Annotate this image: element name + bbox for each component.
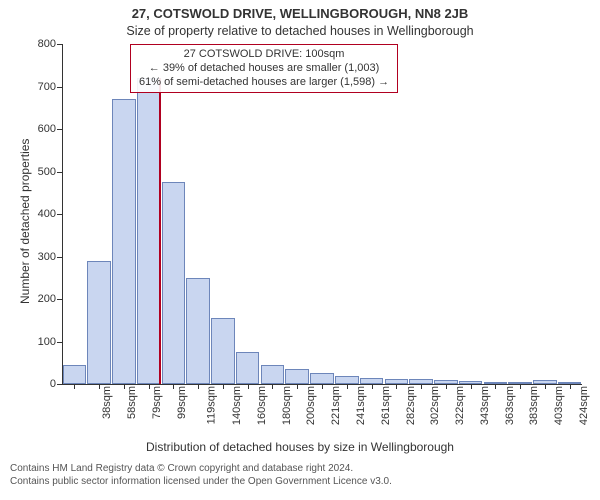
- histogram-plot: 010020030040050060070080038sqm58sqm79sqm…: [62, 44, 582, 384]
- x-tick-mark: [570, 384, 571, 389]
- x-tick-mark: [198, 384, 199, 389]
- y-tick-mark: [57, 257, 62, 258]
- x-tick-label: 343sqm: [479, 386, 491, 425]
- x-tick-label: 221sqm: [330, 386, 342, 425]
- x-tick-label: 403sqm: [553, 386, 565, 425]
- histogram-bar: [261, 365, 285, 384]
- histogram-bar: [186, 278, 210, 384]
- y-tick-mark: [57, 299, 62, 300]
- histogram-bar: [211, 318, 235, 384]
- x-tick-mark: [149, 384, 150, 389]
- x-tick-label: 383sqm: [528, 386, 540, 425]
- y-tick-mark: [57, 384, 62, 385]
- y-tick-mark: [57, 44, 62, 45]
- chart-title-sub: Size of property relative to detached ho…: [0, 24, 600, 38]
- x-tick-label: 140sqm: [231, 386, 243, 425]
- x-tick-mark: [396, 384, 397, 389]
- x-tick-label: 38sqm: [101, 386, 113, 419]
- x-tick-mark: [124, 384, 125, 389]
- histogram-bar: [285, 369, 309, 384]
- x-tick-mark: [495, 384, 496, 389]
- histogram-bar: [335, 376, 359, 384]
- footer-line2: Contains public sector information licen…: [10, 475, 392, 488]
- y-tick-mark: [57, 172, 62, 173]
- x-tick-mark: [471, 384, 472, 389]
- x-tick-label: 79sqm: [151, 386, 163, 419]
- y-axis-line: [62, 44, 63, 384]
- footer-line1: Contains HM Land Registry data © Crown c…: [10, 462, 392, 475]
- y-tick-mark: [57, 87, 62, 88]
- x-tick-mark: [545, 384, 546, 389]
- x-tick-mark: [446, 384, 447, 389]
- x-tick-mark: [297, 384, 298, 389]
- histogram-bar: [310, 373, 334, 384]
- histogram-bar: [162, 182, 186, 384]
- footer-attribution: Contains HM Land Registry data © Crown c…: [10, 462, 392, 488]
- y-axis-label: Number of detached properties: [18, 139, 32, 304]
- x-tick-label: 363sqm: [504, 386, 516, 425]
- x-tick-label: 58sqm: [126, 386, 138, 419]
- x-tick-label: 180sqm: [281, 386, 293, 425]
- x-tick-label: 99sqm: [176, 386, 188, 419]
- property-marker-line: [159, 78, 161, 384]
- x-tick-mark: [347, 384, 348, 389]
- x-tick-label: 424sqm: [578, 386, 590, 425]
- histogram-bar: [87, 261, 111, 384]
- x-tick-label: 282sqm: [405, 386, 417, 425]
- x-tick-label: 160sqm: [256, 386, 268, 425]
- x-tick-mark: [272, 384, 273, 389]
- x-tick-label: 302sqm: [429, 386, 441, 425]
- x-tick-mark: [372, 384, 373, 389]
- x-tick-label: 119sqm: [206, 386, 218, 424]
- histogram-bar: [63, 365, 87, 384]
- x-tick-mark: [223, 384, 224, 389]
- x-tick-label: 322sqm: [454, 386, 466, 425]
- x-tick-label: 200sqm: [306, 386, 318, 425]
- x-tick-label: 261sqm: [380, 386, 392, 425]
- x-axis-label: Distribution of detached houses by size …: [0, 440, 600, 454]
- histogram-bar: [137, 78, 161, 384]
- histogram-bar: [236, 352, 260, 384]
- x-tick-mark: [99, 384, 100, 389]
- x-tick-mark: [520, 384, 521, 389]
- annotation-box: 27 COTSWOLD DRIVE: 100sqm ← 39% of detac…: [130, 44, 398, 93]
- y-tick-mark: [57, 129, 62, 130]
- histogram-bar: [112, 99, 136, 384]
- annotation-line2: ← 39% of detached houses are smaller (1,…: [139, 62, 389, 76]
- x-tick-mark: [421, 384, 422, 389]
- x-tick-label: 241sqm: [355, 386, 367, 425]
- annotation-line3: 61% of semi-detached houses are larger (…: [139, 76, 389, 90]
- x-tick-mark: [173, 384, 174, 389]
- y-tick-mark: [57, 342, 62, 343]
- x-tick-mark: [322, 384, 323, 389]
- x-tick-mark: [248, 384, 249, 389]
- y-tick-mark: [57, 214, 62, 215]
- chart-title-main: 27, COTSWOLD DRIVE, WELLINGBOROUGH, NN8 …: [0, 6, 600, 21]
- annotation-line1: 27 COTSWOLD DRIVE: 100sqm: [139, 48, 389, 62]
- x-tick-mark: [74, 384, 75, 389]
